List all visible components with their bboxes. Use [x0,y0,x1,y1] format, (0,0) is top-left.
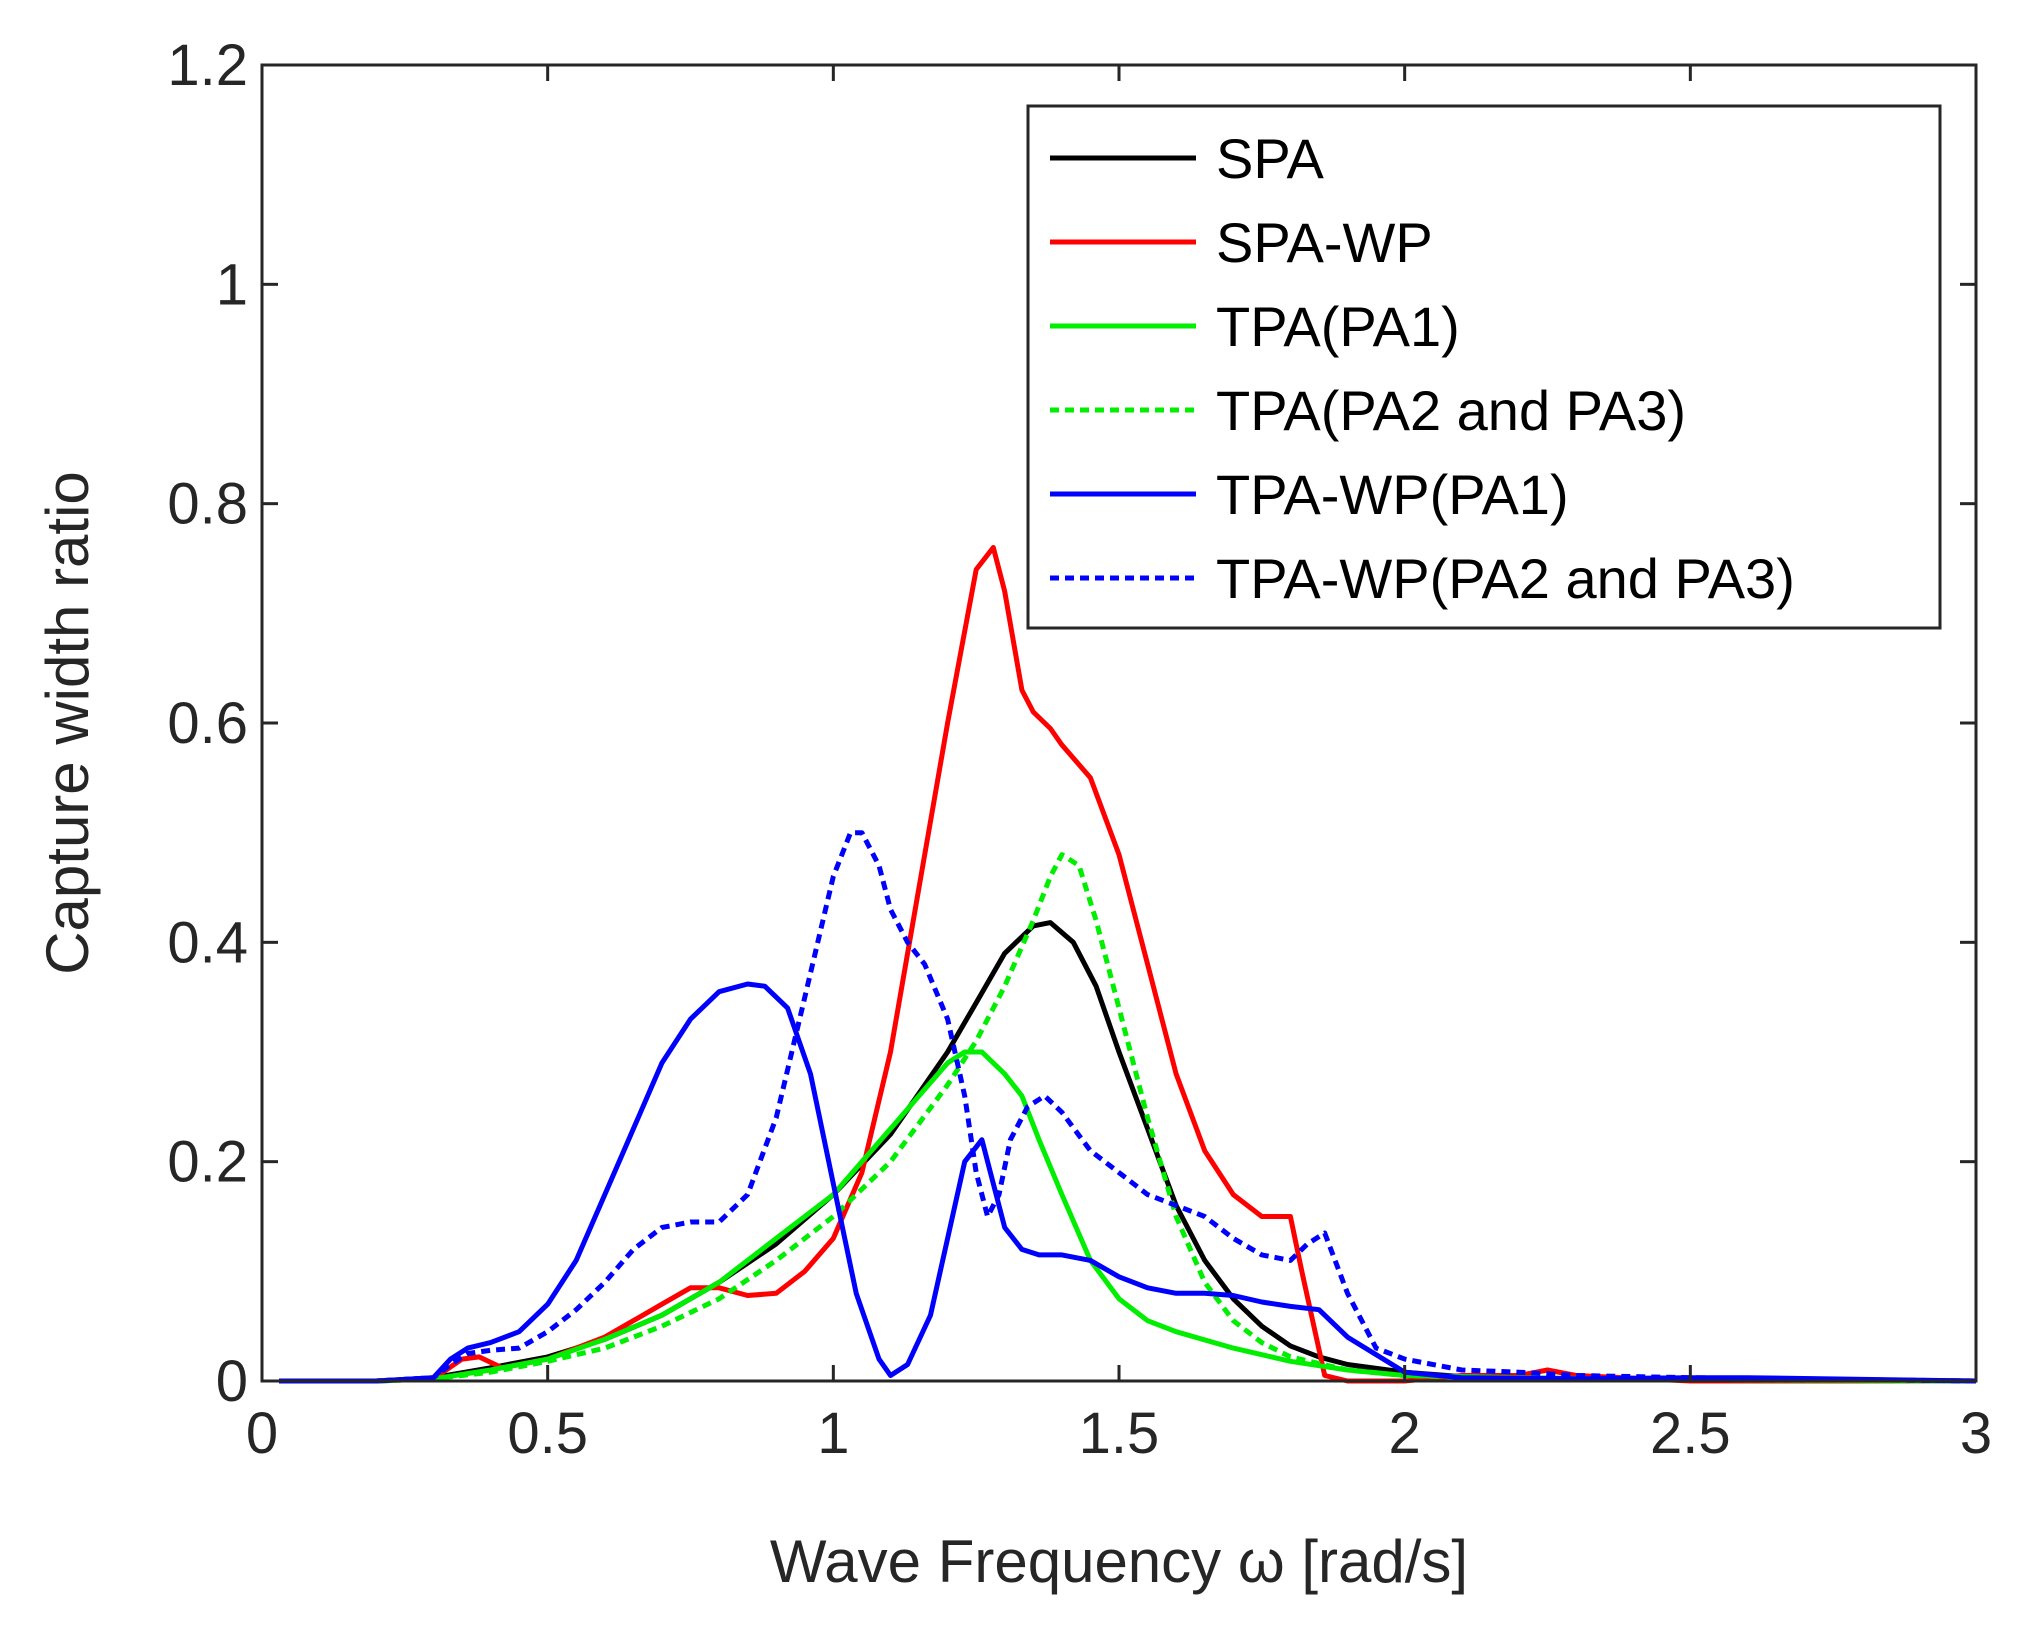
y-tick-label: 0.4 [167,910,248,975]
legend-label-5: TPA-WP(PA1) [1216,463,1569,526]
series-line-6 [279,830,1977,1384]
y-tick-label: 1.2 [167,33,248,98]
x-tick-label: 2 [1389,1401,1421,1466]
series-line-3 [279,1049,1977,1384]
legend-label-3: TPA(PA1) [1216,295,1460,358]
x-axis-title: Wave Frequency ω [rad/s] [770,1528,1468,1595]
legend-label-6: TPA-WP(PA2 and PA3) [1216,547,1795,610]
y-tick-label: 1 [216,252,248,317]
legend-box [1026,104,1942,630]
x-tick-label: 0.5 [507,1401,588,1466]
y-tick-label: 0.2 [167,1130,248,1195]
series-line-4 [279,852,1977,1384]
legend-label-4: TPA(PA2 and PA3) [1216,379,1686,442]
x-tick-label: 2.5 [1650,1401,1731,1466]
axes: 0 0.5 1 1.5 2 2.5 3 0 0.2 0.4 0.6 0.8 1 1.2 [167,33,1992,1466]
y-tick-label: 0 [216,1349,248,1414]
y-tick-label: 0.6 [167,691,248,756]
x-tick-label: 3 [1960,1401,1992,1466]
legend-label-1: SPA [1216,127,1325,190]
y-tick-label: 0.8 [167,472,248,537]
legend-label-2: SPA-WP [1216,211,1433,274]
x-tick-label: 1.5 [1079,1401,1160,1466]
series-line-5 [279,981,1977,1384]
y-axis-title: Capture width ratio [34,471,101,975]
x-tick-label: 0 [246,1401,278,1466]
legend: SPA SPA-WP TPA(PA1) TPA(PA2 and PA3) TPA-WP(… [1026,104,1942,630]
x-tick-label: 1 [817,1401,849,1466]
